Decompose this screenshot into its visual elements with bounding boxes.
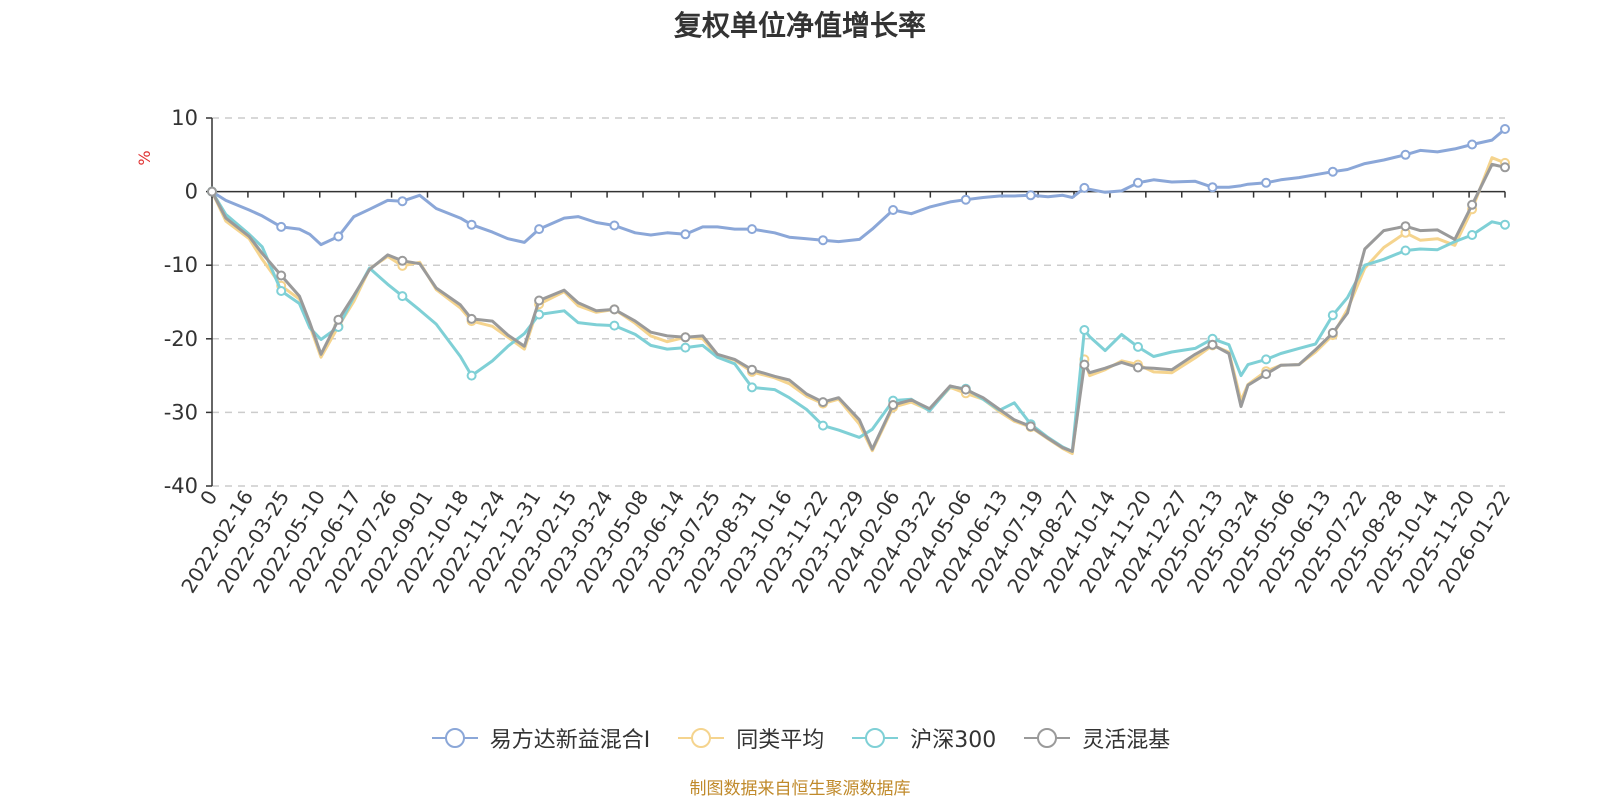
data-point bbox=[1261, 369, 1272, 380]
data-point bbox=[534, 295, 545, 306]
legend-circle bbox=[691, 728, 712, 748]
data-point bbox=[888, 205, 899, 215]
legend-item[interactable]: 易方达新益混合I bbox=[430, 722, 651, 754]
legend-marker-icon bbox=[431, 728, 478, 748]
source-note: 制图数据来自恒生聚源数据库 bbox=[689, 779, 911, 799]
data-point bbox=[680, 332, 691, 343]
data-point bbox=[1400, 221, 1411, 232]
data-point bbox=[397, 255, 408, 266]
data-point bbox=[1207, 339, 1218, 350]
data-point bbox=[1133, 341, 1143, 352]
series-lines bbox=[207, 124, 1510, 456]
data-point bbox=[1025, 190, 1036, 201]
data-point bbox=[818, 420, 828, 431]
data-point bbox=[1400, 245, 1411, 256]
data-point bbox=[747, 224, 757, 235]
data-point bbox=[534, 224, 545, 235]
data-point bbox=[397, 196, 408, 207]
legend-item[interactable]: 沪深300 bbox=[850, 722, 996, 754]
data-point bbox=[1400, 149, 1411, 160]
data-point bbox=[1467, 139, 1478, 150]
data-point bbox=[1261, 177, 1272, 188]
data-point bbox=[333, 231, 344, 242]
data-point bbox=[747, 364, 757, 375]
data-point bbox=[1133, 362, 1143, 373]
legend: 易方达新益混合I 同类平均 沪深300 灵活混基 bbox=[0, 722, 1600, 754]
x-tick-label: 0 bbox=[195, 486, 222, 510]
data-point bbox=[466, 313, 477, 324]
data-point bbox=[609, 220, 620, 231]
data-point bbox=[818, 397, 828, 408]
y-tick-label: -30 bbox=[164, 400, 198, 424]
data-point bbox=[818, 235, 828, 246]
data-point bbox=[1467, 199, 1478, 210]
legend-item[interactable]: 灵活混基 bbox=[1022, 722, 1170, 754]
legend-label: 同类平均 bbox=[736, 728, 825, 753]
y-tick-label: 0 bbox=[185, 180, 198, 204]
data-point bbox=[207, 186, 217, 197]
data-point bbox=[1467, 230, 1478, 240]
series-line bbox=[210, 190, 1506, 453]
data-point bbox=[1500, 124, 1510, 134]
data-point bbox=[1079, 325, 1090, 335]
data-point bbox=[609, 304, 620, 315]
data-point bbox=[1079, 182, 1090, 193]
legend-circle bbox=[1037, 728, 1058, 748]
legend-item[interactable]: 同类平均 bbox=[676, 722, 824, 754]
data-point bbox=[1025, 421, 1036, 432]
data-point bbox=[960, 384, 971, 395]
y-tick-label: -10 bbox=[164, 253, 198, 277]
data-point bbox=[1133, 177, 1143, 188]
legend-marker-icon bbox=[1024, 728, 1071, 748]
data-point bbox=[960, 194, 971, 205]
y-tick-label: 10 bbox=[171, 106, 198, 130]
series-line bbox=[211, 127, 1506, 247]
data-point bbox=[1261, 354, 1272, 365]
data-point bbox=[276, 286, 287, 296]
data-point bbox=[680, 229, 691, 240]
data-point bbox=[466, 370, 477, 381]
legend-label: 灵活混基 bbox=[1082, 728, 1171, 753]
legend-label: 易方达新益混合I bbox=[489, 728, 651, 753]
chart-title: 复权单位净值增长率 bbox=[673, 9, 926, 42]
legend-marker-icon bbox=[852, 728, 899, 748]
data-point bbox=[1327, 327, 1338, 338]
data-point bbox=[1327, 310, 1338, 321]
data-point bbox=[1500, 162, 1510, 173]
y-axis-label: % bbox=[135, 150, 154, 165]
data-point bbox=[747, 382, 757, 393]
data-point bbox=[680, 342, 691, 353]
data-point bbox=[1327, 166, 1338, 177]
legend-circle bbox=[865, 728, 886, 748]
legend-label: 沪深300 bbox=[910, 728, 997, 753]
data-point bbox=[1207, 182, 1218, 193]
grid-lines bbox=[212, 117, 1505, 487]
data-point bbox=[276, 270, 287, 281]
data-point bbox=[888, 400, 899, 410]
data-point bbox=[466, 219, 477, 230]
series-line bbox=[210, 162, 1506, 453]
data-point bbox=[1500, 219, 1510, 230]
data-point bbox=[333, 314, 344, 325]
data-point bbox=[397, 291, 408, 302]
data-point bbox=[276, 221, 287, 232]
data-point bbox=[609, 320, 620, 331]
legend-circle bbox=[444, 728, 465, 748]
data-point bbox=[1079, 359, 1090, 370]
y-tick-label: -20 bbox=[164, 327, 198, 351]
legend-marker-icon bbox=[678, 728, 725, 748]
y-tick-label: -40 bbox=[164, 474, 198, 498]
